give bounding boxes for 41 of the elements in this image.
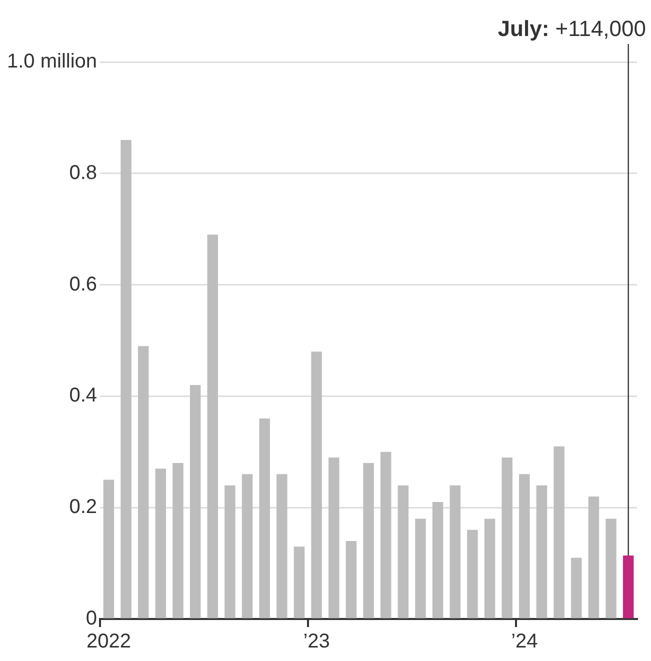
y-tick-label: 0.4 xyxy=(69,384,98,407)
bar xyxy=(398,485,409,618)
bar xyxy=(571,558,582,618)
bar xyxy=(138,346,149,618)
bar xyxy=(606,518,616,618)
bar xyxy=(346,541,357,618)
bar xyxy=(363,463,374,618)
bar xyxy=(432,502,444,618)
y-tick-label: 0.8 xyxy=(69,162,98,184)
bar xyxy=(328,457,340,618)
bar xyxy=(311,352,322,618)
bar xyxy=(554,446,564,618)
bar xyxy=(294,546,305,618)
x-tick-label: 2022 xyxy=(86,630,131,653)
bar xyxy=(155,468,166,618)
bar xyxy=(242,474,253,618)
bar xyxy=(190,385,201,618)
bar xyxy=(207,234,218,618)
bar xyxy=(224,485,236,618)
y-tick-label: 1.0 million xyxy=(6,50,98,73)
bar xyxy=(259,418,270,618)
bar xyxy=(519,474,530,618)
bar xyxy=(536,485,548,618)
bar xyxy=(622,556,634,618)
bar xyxy=(502,457,512,618)
bar xyxy=(467,530,478,618)
bar xyxy=(484,518,496,618)
bar xyxy=(120,140,132,618)
x-tick-label: ’23 xyxy=(303,630,330,653)
y-tick-label: 0.2 xyxy=(69,496,98,518)
y-tick-label: 0.6 xyxy=(69,273,98,296)
bar xyxy=(172,463,184,618)
bar xyxy=(450,485,460,618)
bar xyxy=(276,474,288,618)
bar xyxy=(103,480,114,618)
x-tick-label: ’24 xyxy=(511,630,538,653)
bar xyxy=(588,496,600,618)
bar xyxy=(415,518,426,618)
y-tick-label: 0 xyxy=(86,608,98,630)
text: July: +114,000 xyxy=(498,16,646,41)
bar xyxy=(380,452,392,618)
